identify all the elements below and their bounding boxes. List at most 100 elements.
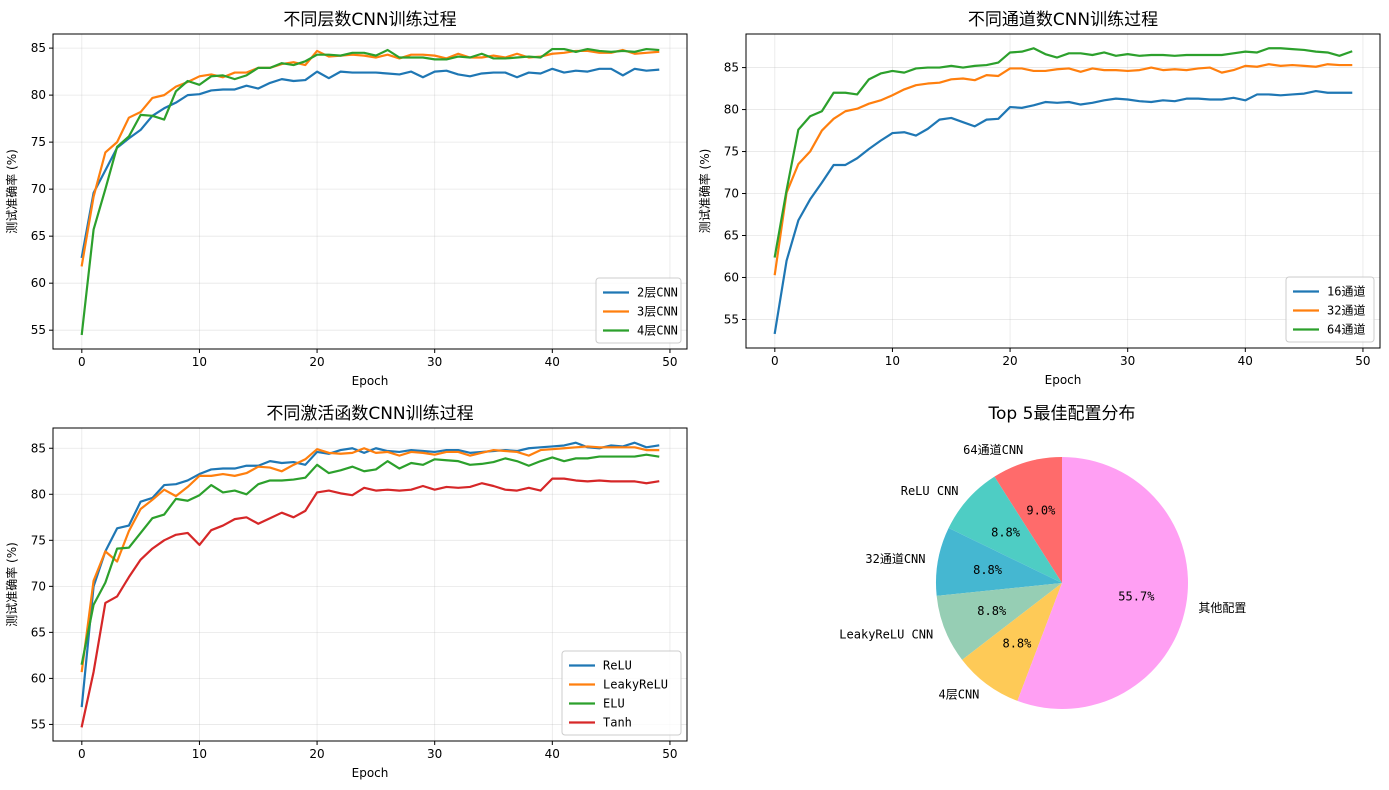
legend-entry-1: LeakyReLU (603, 678, 668, 692)
y-axis-label: 测试准确率 (%) (4, 542, 19, 627)
legend-entry-1: 3层CNN (637, 305, 678, 319)
y-tick-label: 70 (724, 187, 739, 201)
series-line-0 (80, 67, 660, 259)
y-tick-label: 70 (31, 579, 46, 593)
x-tick-label: 50 (1355, 354, 1370, 368)
x-tick-label: 10 (885, 354, 900, 368)
pie-slice-0 (994, 457, 1062, 583)
x-axis-label: Epoch (352, 374, 389, 388)
axes-frame (745, 33, 1381, 349)
x-tick-label: 40 (545, 747, 560, 761)
x-tick-label: 30 (427, 355, 442, 369)
legend: 16通道 32通道 64通道 (1285, 276, 1375, 343)
x-tick-label: 20 (309, 355, 324, 369)
pie-slice-1 (948, 476, 1062, 583)
pie-slice-2 (936, 528, 1062, 596)
y-tick-label: 80 (31, 487, 46, 501)
y-axis-label: 测试准确率 (%) (697, 149, 712, 234)
axes-frame (52, 33, 688, 350)
y-tick-label: 80 (724, 103, 739, 117)
pie-percent-5: 55.7% (1118, 590, 1155, 604)
series-line-1 (80, 445, 660, 673)
y-tick-label: 85 (724, 61, 739, 75)
legend-entry-0: 16通道 (1327, 285, 1365, 299)
y-tick-label: 60 (724, 270, 739, 284)
channels-chart: 0 10 20 30 40 50 55 60 65 70 75 80 85 不同通道数CNN训练过程 Epo… (697, 10, 1381, 387)
legend-entry-2: 4层CNN (637, 324, 678, 338)
y-tick-label: 75 (31, 533, 46, 547)
series-line-0 (773, 89, 1353, 335)
x-tick-label: 20 (309, 747, 324, 761)
x-tick-label: 10 (192, 747, 207, 761)
pie-label-2: 32通道CNN (865, 552, 925, 566)
pie-percent-1: 8.8% (991, 526, 1021, 540)
y-tick-label: 85 (31, 441, 46, 455)
pie-slice-5 (1017, 457, 1189, 709)
legend-entry-0: ReLU (603, 659, 632, 673)
x-tick-label: 50 (662, 747, 677, 761)
y-tick-label: 70 (31, 182, 46, 196)
chart-title: Top 5最佳配置分布 (988, 404, 1136, 424)
pie-percent-3: 8.8% (977, 604, 1007, 618)
legend-box (1285, 276, 1375, 343)
x-tick-label: 0 (78, 747, 86, 761)
axes-frame (52, 427, 688, 742)
layers-chart: 0 10 20 30 40 50 55 60 65 70 75 80 85 不同层数CNN训练过程 Epoc… (4, 10, 688, 388)
legend-entry-2: ELU (603, 697, 625, 711)
legend: ReLU LeakyReLU ELU Tanh (561, 650, 682, 736)
pie-percent-4: 8.8% (1002, 637, 1032, 651)
plot-area (53, 34, 687, 349)
plot-area (746, 34, 1380, 348)
legend-entry-2: 64通道 (1327, 323, 1365, 337)
y-tick-label: 60 (31, 671, 46, 685)
y-tick-label: 80 (31, 88, 46, 102)
pie-percent-0: 9.0% (1026, 503, 1056, 517)
y-tick-label: 75 (31, 135, 46, 149)
series-line-2 (773, 47, 1353, 258)
legend: 2层CNN 3层CNN 4层CNN (595, 277, 682, 344)
x-tick-label: 0 (771, 354, 779, 368)
pie-label-1: ReLU CNN (901, 484, 959, 498)
legend-entry-1: 32通道 (1327, 304, 1365, 318)
x-tick-label: 30 (427, 747, 442, 761)
series-line-1 (773, 63, 1353, 276)
y-tick-label: 55 (31, 717, 46, 731)
chart-title: 不同激活函数CNN训练过程 (266, 404, 473, 424)
x-tick-label: 40 (1238, 354, 1253, 368)
y-tick-label: 65 (724, 228, 739, 242)
pie-label-4: 4层CNN (939, 687, 980, 701)
x-tick-label: 10 (192, 355, 207, 369)
top5-pie-chart: Top 5最佳配置分布 9.0% 64通道CNN 8.8% ReLU CNN 8.8% 32… (839, 404, 1246, 709)
pie-slice-3 (936, 583, 1062, 660)
x-tick-label: 50 (662, 355, 677, 369)
pie-label-3: LeakyReLU CNN (839, 627, 933, 641)
legend-entry-3: Tanh (603, 716, 632, 730)
y-axis-label: 测试准确率 (%) (4, 149, 19, 234)
legend-box (561, 650, 682, 736)
pie-label-5: 其他配置 (1198, 601, 1246, 615)
x-axis-label: Epoch (352, 766, 389, 780)
y-tick-label: 65 (31, 229, 46, 243)
y-tick-label: 55 (724, 312, 739, 326)
pie-percent-2: 8.8% (973, 563, 1003, 577)
x-axis-label: Epoch (1045, 373, 1082, 387)
activation-chart: 0 10 20 30 40 50 55 60 65 70 75 80 85 不同激活函数CNN训练过程 Ep… (4, 404, 688, 780)
y-tick-label: 75 (724, 145, 739, 159)
series-line-2 (80, 453, 660, 665)
pie-label-0: 64通道CNN (963, 443, 1023, 457)
series-line-1 (80, 48, 660, 267)
series-line-2 (80, 47, 660, 336)
y-tick-label: 55 (31, 323, 46, 337)
series-line-3 (80, 477, 660, 728)
x-tick-label: 30 (1120, 354, 1135, 368)
x-tick-label: 20 (1002, 354, 1017, 368)
legend-entry-0: 2层CNN (637, 286, 678, 300)
legend-box (595, 277, 682, 344)
chart-title: 不同层数CNN训练过程 (283, 10, 456, 30)
x-tick-label: 0 (78, 355, 86, 369)
x-tick-label: 40 (545, 355, 560, 369)
y-tick-label: 65 (31, 625, 46, 639)
chart-title: 不同通道数CNN训练过程 (968, 10, 1158, 30)
y-tick-label: 60 (31, 276, 46, 290)
